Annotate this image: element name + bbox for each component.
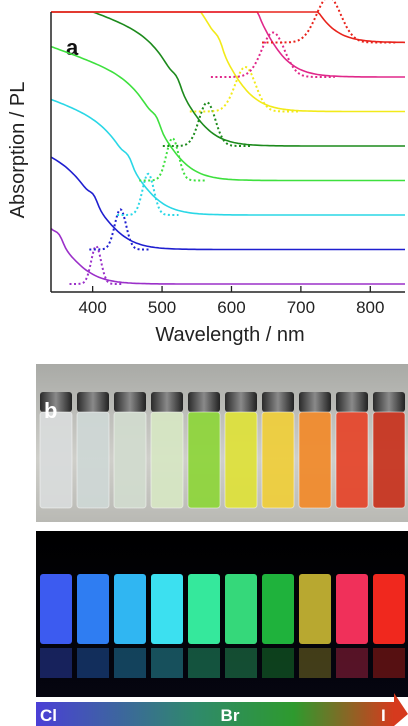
- halide-label-br: Br: [221, 706, 240, 725]
- halide-label-i: I: [381, 706, 386, 725]
- vial-cap: [299, 392, 331, 412]
- vial-ambient: [224, 411, 258, 509]
- vial-emission: [114, 574, 146, 644]
- x-tick-label: 500: [148, 298, 176, 317]
- vial-ambient: [298, 411, 332, 509]
- y-axis-title: Absorption / PL: [7, 82, 29, 219]
- vial-emission: [151, 574, 183, 644]
- halide-bar-arrowhead: [394, 693, 408, 726]
- x-tick-label: 400: [78, 298, 106, 317]
- absorption-curve: [50, 227, 405, 285]
- vial-reflection: [262, 648, 294, 678]
- pl-curve: [89, 208, 151, 251]
- vial-ambient: [261, 411, 295, 509]
- vial-emission: [336, 574, 368, 644]
- absorption-curve: [51, 11, 405, 147]
- vial-cap: [336, 392, 368, 412]
- vial-reflection: [225, 648, 257, 678]
- vial-ambient: [372, 411, 406, 509]
- vial-cap: [40, 392, 72, 412]
- absorption-curve: [50, 45, 405, 182]
- halide-gradient-bar: Cl Br I: [36, 693, 408, 726]
- x-tick-label: 800: [356, 298, 384, 317]
- x-axis-title: Wavelength / nm: [155, 324, 304, 346]
- vial-ambient: [150, 411, 184, 509]
- vial-photo-uv: [36, 531, 408, 697]
- vial-emission: [77, 574, 109, 644]
- vial-reflection: [77, 648, 109, 678]
- absorption-curve: [50, 98, 405, 216]
- vial-ambient: [335, 411, 369, 509]
- panel-label-b: b: [44, 398, 57, 423]
- vial-reflection: [40, 648, 72, 678]
- vial-reflection: [114, 648, 146, 678]
- vial-reflection: [151, 648, 183, 678]
- pl-curve: [189, 65, 301, 113]
- vial-reflection: [336, 648, 368, 678]
- vial-ambient: [187, 411, 221, 509]
- absorption-curve: [50, 156, 405, 251]
- vial-cap: [373, 392, 405, 412]
- pl-curve: [162, 101, 252, 147]
- vial-emission: [262, 574, 294, 644]
- vial-ambient: [39, 411, 73, 509]
- vial-ambient: [76, 411, 110, 509]
- pl-curve: [262, 0, 396, 44]
- vial-cap: [188, 392, 220, 412]
- series-layer: [50, 0, 406, 285]
- vial-cap: [77, 392, 109, 412]
- vial-emission: [40, 574, 72, 644]
- pl-curve: [139, 137, 206, 182]
- vial-reflection: [188, 648, 220, 678]
- vial-ambient: [113, 411, 147, 509]
- pl-curve: [117, 172, 179, 216]
- x-tick-layer: 400 500 600 700 800: [78, 286, 384, 317]
- vial-cap: [151, 392, 183, 412]
- x-tick-label: 600: [217, 298, 245, 317]
- vial-reflection: [373, 648, 405, 678]
- vial-cap: [225, 392, 257, 412]
- vial-emission: [225, 574, 257, 644]
- x-tick-label: 700: [287, 298, 315, 317]
- vial-cap: [114, 392, 146, 412]
- vial-emission: [299, 574, 331, 644]
- vial-photo-ambient: b: [36, 364, 408, 522]
- pl-curve: [69, 245, 123, 285]
- vial-reflection: [299, 648, 331, 678]
- ambient-vials: [39, 392, 406, 509]
- spectra-chart: Absorption / PL a 400 500 600 700 800 Wavele…: [7, 0, 406, 346]
- halide-label-cl: Cl: [40, 706, 57, 725]
- vial-cap: [262, 392, 294, 412]
- absorption-curve: [51, 11, 405, 113]
- vial-emission: [188, 574, 220, 644]
- uv-vials: [40, 574, 405, 678]
- vial-emission: [373, 574, 405, 644]
- halide-bar-fill: [36, 702, 394, 726]
- absorption-curve: [51, 11, 406, 44]
- pl-curve: [210, 31, 335, 78]
